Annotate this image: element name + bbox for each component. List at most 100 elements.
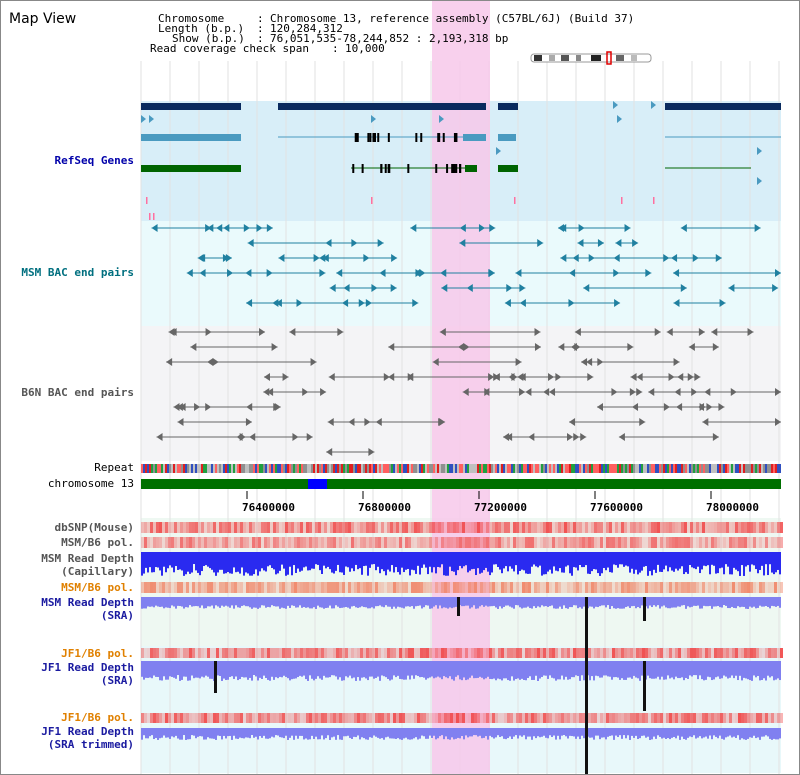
pol-cell <box>600 713 603 723</box>
repeat-segment <box>273 464 275 473</box>
pol-cell <box>384 648 387 658</box>
depth-bar <box>561 597 563 609</box>
depth-bar <box>669 661 671 679</box>
exon-mark <box>459 164 462 173</box>
pol-cell <box>165 582 168 593</box>
repeat-segment <box>423 464 425 473</box>
depth-bar <box>717 661 719 677</box>
depth-bar <box>473 728 475 736</box>
gene-arrow <box>613 101 618 109</box>
dbsnp-cell <box>195 522 198 533</box>
pol-cell <box>183 713 186 723</box>
repeat-segment <box>299 464 301 473</box>
track-label-repeat[interactable]: Repeat <box>94 461 134 474</box>
exon-mark <box>453 133 456 142</box>
depth-bar <box>539 552 541 566</box>
dbsnp-cell <box>648 522 651 533</box>
pol-cell <box>255 537 258 548</box>
pol-cell <box>393 648 396 658</box>
depth-bar <box>297 728 299 739</box>
pol-cell <box>495 713 498 723</box>
depth-bar <box>235 597 237 606</box>
depth-bar <box>581 552 583 568</box>
track-label-jf1-b6-pol[interactable]: JF1/B6 pol. <box>61 647 134 660</box>
pol-cell <box>468 713 471 723</box>
pol-cell <box>336 582 339 593</box>
depth-bar <box>593 661 595 681</box>
depth-bar <box>231 597 233 606</box>
dbsnp-cell <box>234 522 237 533</box>
pol-cell <box>606 713 609 723</box>
depth-bar <box>463 597 465 607</box>
track-label-msm-b6-pol-2[interactable]: MSM/B6 pol. <box>61 581 134 594</box>
pol-cell <box>201 648 204 658</box>
pol-cell <box>552 648 555 658</box>
depth-bar <box>543 661 545 676</box>
depth-bar <box>155 597 157 606</box>
pol-cell <box>459 648 462 658</box>
depth-spike <box>643 597 646 621</box>
track-label-refseq[interactable]: RefSeq Genes <box>54 154 134 167</box>
repeat-segment <box>507 464 509 473</box>
pol-cell <box>669 713 672 723</box>
pol-cell <box>663 648 666 658</box>
depth-bar <box>541 728 543 737</box>
depth-bar <box>553 597 555 609</box>
depth-bar <box>267 661 269 680</box>
pol-cell <box>159 537 162 548</box>
track-label-dbsnp[interactable]: dbSNP(Mouse) <box>54 521 134 534</box>
depth-bar <box>245 728 247 738</box>
msm-bac-pair-end <box>568 299 575 307</box>
track-label-msm-depth-cap[interactable]: MSM Read Depth <box>41 552 134 565</box>
depth-bar <box>679 552 681 569</box>
depth-bar <box>773 661 775 681</box>
track-label-msm-bac[interactable]: MSM BAC end pairs <box>21 266 134 279</box>
repeat-segment <box>691 464 693 473</box>
pol-cell <box>576 537 579 548</box>
length-label: Length (b.p.) <box>158 22 245 35</box>
pol-cell <box>576 582 579 593</box>
repeat-segment <box>363 464 365 473</box>
track-label-chromosome[interactable]: chromosome 13 <box>47 477 134 490</box>
depth-bar <box>395 661 397 678</box>
track-label-b6n-bac[interactable]: B6N BAC end pairs <box>21 386 134 399</box>
pol-cell <box>693 582 696 593</box>
b6n-bac-pair-end <box>508 373 515 381</box>
track-label-msm-depth-sra[interactable]: MSM Read Depth <box>41 596 134 609</box>
pol-cell <box>417 582 420 593</box>
depth-bar <box>567 552 569 566</box>
track-label-jf1-depth-sra[interactable]: JF1 Read Depth <box>41 661 134 674</box>
track-label-jf1-depth-trim[interactable]: JF1 Read Depth <box>41 725 134 738</box>
depth-bar <box>751 552 753 565</box>
depth-bar <box>241 728 243 739</box>
pol-cell <box>315 582 318 593</box>
repeat-segment <box>375 464 377 473</box>
dbsnp-cell <box>372 522 375 533</box>
depth-bar <box>237 552 239 572</box>
depth-bar <box>513 728 515 737</box>
pol-cell <box>651 713 654 723</box>
msm-bac-pair-end <box>377 239 384 247</box>
depth-bar <box>463 552 465 567</box>
gene-arrow <box>617 115 622 123</box>
pol-cell <box>609 582 612 593</box>
pol-cell <box>777 648 780 658</box>
dbsnp-cell <box>774 522 777 533</box>
pol-cell <box>402 713 405 723</box>
repeat-segment <box>293 464 295 473</box>
depth-bar <box>681 597 683 606</box>
repeat-segment <box>553 464 555 473</box>
depth-bar <box>499 552 501 570</box>
pol-cell <box>777 582 780 593</box>
pol-cell <box>231 648 234 658</box>
track-label-jf1-b6-pol-2[interactable]: JF1/B6 pol. <box>61 711 134 724</box>
repeat-segment <box>151 464 153 473</box>
pol-cell <box>246 582 249 593</box>
depth-bar <box>769 661 771 678</box>
depth-bar <box>395 552 397 568</box>
depth-bar <box>361 661 363 678</box>
depth-bar <box>761 661 763 680</box>
repeat-segment <box>209 464 211 473</box>
track-label-msm-b6-pol[interactable]: MSM/B6 pol. <box>61 536 134 549</box>
